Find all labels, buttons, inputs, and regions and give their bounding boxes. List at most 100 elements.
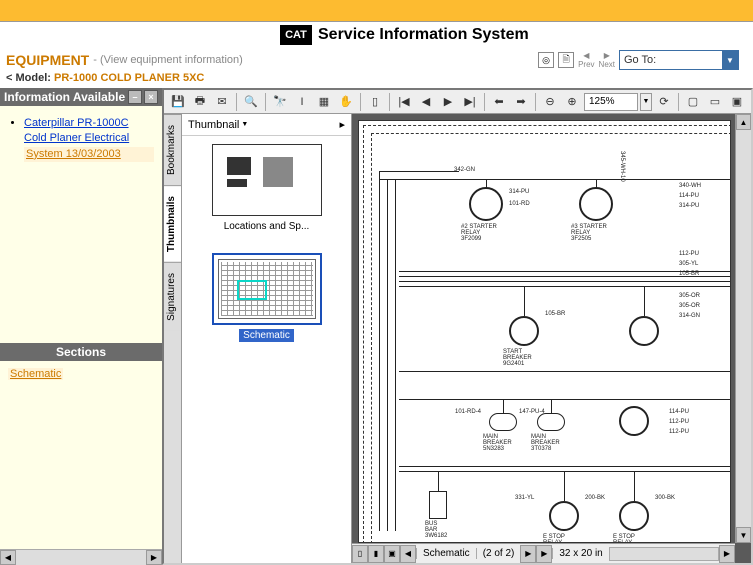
wire-label: 101-RD <box>509 201 530 207</box>
zoom-value[interactable]: 125% <box>584 93 638 111</box>
rotate-icon[interactable]: ⟳ <box>654 92 674 112</box>
scroll-down-icon[interactable]: ▼ <box>736 527 751 543</box>
app-title: Service Information System <box>318 26 529 44</box>
wire-label: 112-PU <box>679 251 699 257</box>
select-text-icon[interactable]: I <box>292 92 312 112</box>
select-image-icon[interactable]: ▦ <box>314 92 334 112</box>
tab-bookmarks[interactable]: Bookmarks <box>164 114 181 185</box>
status-size: 32 x 20 in <box>552 548 608 559</box>
section-schematic-link[interactable]: Schematic <box>8 368 63 380</box>
header: CAT Service Information System <box>0 22 753 48</box>
viewer-vscrollbar[interactable]: ▲ ▼ <box>735 114 751 543</box>
hscroll-track[interactable] <box>609 547 719 561</box>
hand-icon[interactable]: ✋ <box>336 92 356 112</box>
doc-link-line2[interactable]: Cold Planer Electrical <box>24 131 154 146</box>
page-cont-icon[interactable]: ▮ <box>368 545 384 563</box>
thumbnail-label-1: Locations and Sp... <box>220 220 314 233</box>
minimize-icon[interactable]: – <box>128 90 142 104</box>
cat-logo: CAT <box>280 25 312 45</box>
hscroll-left-icon[interactable]: ◀ <box>400 545 416 563</box>
viewer-statusbar: ▯ ▮ ▣ ◀ Schematic (2 of 2) ▶ ▶ 32 x 20 i… <box>352 543 735 563</box>
thumbnail-header-label: Thumbnail <box>188 119 239 131</box>
wire-label: 314-GN <box>679 313 700 319</box>
thumbnail-item[interactable]: Schematic <box>190 253 343 342</box>
breaker-2-label: MAINBREAKER5N3283 <box>483 434 512 452</box>
estop-1-label: E STOPRELAY <box>543 534 565 543</box>
actual-size-icon[interactable]: ▣ <box>727 92 747 112</box>
save-icon[interactable]: 💾 <box>168 92 188 112</box>
tab-thumbnails[interactable]: Thumbnails <box>164 185 181 262</box>
relay-1-label: #2 STARTERRELAY3F2099 <box>461 224 497 242</box>
relay-2-label: #3 STARTERRELAY3F2505 <box>571 224 607 242</box>
next-page-icon[interactable]: ▶ <box>438 92 458 112</box>
wire-label: 300-BK <box>655 495 675 501</box>
left-fill <box>0 182 162 343</box>
first-page-icon[interactable]: |◀ <box>394 92 414 112</box>
pdf-viewer: 💾 🖶 ✉ 🔍 🔭 I ▦ ✋ ▯ |◀ ◀ ▶ ▶| ⬅ ➡ ⊖ ⊕ 125%… <box>162 88 753 565</box>
equipment-sublabel[interactable]: - (View equipment information) <box>93 54 243 66</box>
thumbnail-header[interactable]: Thumbnail ▼ ▸ <box>182 114 351 136</box>
document-area: #2 STARTERRELAY3F2099 #3 STARTERRELAY3F2… <box>352 114 751 563</box>
thumbnail-item[interactable]: Locations and Sp... <box>190 144 343 233</box>
wire-label: 114-PU <box>679 193 699 199</box>
page-first-icon[interactable]: ▯ <box>352 545 368 563</box>
left-sidebar: Information Available – × Caterpillar PR… <box>0 88 162 565</box>
zoom-out-icon[interactable]: ⊖ <box>540 92 560 112</box>
thumbnail-image-1[interactable] <box>212 144 322 216</box>
fit-width-icon[interactable]: ▭ <box>705 92 725 112</box>
next-button[interactable]: ▶Next <box>599 51 615 69</box>
wire-label: 314-PU <box>679 203 699 209</box>
thumbnail-label-2: Schematic <box>239 329 294 342</box>
info-available-header: Information Available – × <box>0 88 162 106</box>
back-icon[interactable]: ⬅ <box>489 92 509 112</box>
info-available-body: Caterpillar PR-1000C Cold Planer Electri… <box>0 106 162 182</box>
zoom-dropdown-icon[interactable]: ▼ <box>640 93 652 111</box>
hscroll-right2-icon[interactable]: ▶ <box>536 545 552 563</box>
document-icon[interactable]: 🗎 <box>558 52 574 68</box>
thumb-menu-icon[interactable]: ▸ <box>339 118 345 131</box>
last-page-icon[interactable]: ▶| <box>460 92 480 112</box>
doc-link-line1[interactable]: Caterpillar PR-1000C <box>24 116 154 131</box>
fit-page-icon[interactable]: ▢ <box>683 92 703 112</box>
wire-label: 112-PU <box>669 429 689 435</box>
main-area: Information Available – × Caterpillar PR… <box>0 88 753 565</box>
sections-title: Sections <box>56 345 106 359</box>
viewer-body: Bookmarks Thumbnails Signatures Thumbnai… <box>164 114 751 563</box>
schematic-page[interactable]: #2 STARTERRELAY3F2099 #3 STARTERRELAY3F2… <box>358 120 731 543</box>
hscroll-end-icon[interactable]: ▶ <box>719 545 735 563</box>
scroll-up-icon[interactable]: ▲ <box>736 114 751 130</box>
prev-button[interactable]: ◀Prev <box>578 51 594 69</box>
info-available-title: Information Available <box>4 90 125 104</box>
wire-label: 105-BR <box>545 311 565 317</box>
wire-label: 340-WH <box>679 183 701 189</box>
tab-signatures[interactable]: Signatures <box>164 262 181 331</box>
forward-icon[interactable]: ➡ <box>511 92 531 112</box>
thumbnail-image-2[interactable] <box>212 253 322 325</box>
globe-icon[interactable]: ◎ <box>538 52 554 68</box>
doc-link-line3[interactable]: System 13/03/2003 <box>24 147 154 162</box>
search-icon[interactable]: 🔍 <box>241 92 261 112</box>
status-doc-name: Schematic <box>416 548 476 559</box>
close-icon[interactable]: × <box>144 90 158 104</box>
equipment-label: EQUIPMENT <box>6 52 89 68</box>
breaker-1-label: STARTBREAKER9G2401 <box>503 349 532 367</box>
chevron-down-icon[interactable]: ▼ <box>722 51 738 69</box>
wire-label: 331-YL <box>515 495 534 501</box>
model-name[interactable]: PR-1000 COLD PLANER 5XC <box>54 72 204 84</box>
wire-label: 200-BK <box>585 495 605 501</box>
sections-header: Sections <box>0 343 162 361</box>
zoom-in-icon[interactable]: ⊕ <box>562 92 582 112</box>
goto-select[interactable]: Go To: ▼ <box>619 50 739 70</box>
print-icon[interactable]: 🖶 <box>190 92 210 112</box>
chevron-down-icon[interactable]: ▼ <box>241 121 248 128</box>
wire-label: 147-PU-4 <box>519 409 545 415</box>
binoculars-icon[interactable]: 🔭 <box>270 92 290 112</box>
page-facing-icon[interactable]: ▣ <box>384 545 400 563</box>
wire-label: 114-PU <box>669 409 689 415</box>
mail-icon[interactable]: ✉ <box>212 92 232 112</box>
prev-page-icon[interactable]: ◀ <box>416 92 436 112</box>
busbar-label: BUSBAR3W6182 <box>425 521 447 539</box>
hscroll-right-icon[interactable]: ▶ <box>520 545 536 563</box>
wire-label: 101-RD-4 <box>455 409 481 415</box>
page-layout-icon[interactable]: ▯ <box>365 92 385 112</box>
